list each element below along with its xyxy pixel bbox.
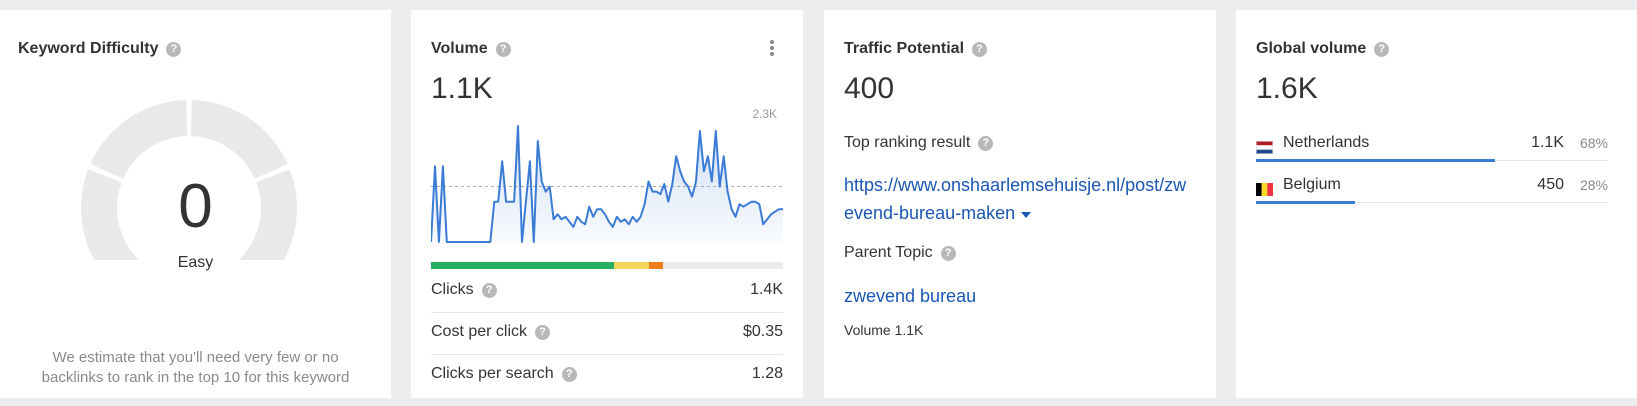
serp-bar-segment-paid bbox=[649, 262, 664, 269]
country-percent: 28% bbox=[1579, 177, 1608, 193]
metric-clicks: Clicks? 1.4K bbox=[431, 268, 783, 312]
divider bbox=[431, 354, 783, 355]
keyword-difficulty-title-text: Keyword Difficulty bbox=[18, 40, 159, 57]
volume-line bbox=[431, 125, 783, 243]
metric-label: Cost per click bbox=[431, 323, 528, 340]
parent-topic-label: Parent Topic ? bbox=[844, 244, 956, 262]
volume-area bbox=[431, 126, 783, 242]
help-icon[interactable]: ? bbox=[166, 41, 182, 57]
metric-clicks-per-search: Clicks per search? 1.28 bbox=[431, 352, 783, 396]
country-name: Netherlands bbox=[1283, 134, 1370, 151]
metric-label: Clicks bbox=[431, 281, 474, 298]
top-ranking-label: Top ranking result ? bbox=[844, 134, 994, 152]
difficulty-description: We estimate that you'll need very few or… bbox=[41, 349, 350, 386]
parent-topic-volume: Volume 1.1K bbox=[844, 322, 924, 338]
help-icon[interactable]: ? bbox=[561, 366, 577, 382]
metric-label: Clicks per search bbox=[431, 365, 554, 382]
parent-topic-label-text: Parent Topic bbox=[844, 244, 933, 261]
gauge-segment bbox=[81, 169, 139, 260]
country-row-netherlands[interactable]: Netherlands 1.1K 68% bbox=[1256, 132, 1608, 176]
global-volume-title: Global volume ? bbox=[1256, 40, 1390, 58]
netherlands-flag-icon bbox=[1256, 141, 1273, 154]
gauge-segment bbox=[90, 100, 188, 179]
metric-value: $0.35 bbox=[742, 323, 783, 340]
top-ranking-result: https://www.onshaarlemsehuisje.nl/post/z… bbox=[844, 172, 1194, 228]
keyword-difficulty-title: Keyword Difficulty ? bbox=[18, 40, 182, 58]
global-volume-value: 1.6K bbox=[1256, 72, 1318, 105]
serp-bar-segment-mixed bbox=[614, 262, 650, 269]
country-share-track bbox=[1256, 202, 1608, 203]
parent-topic-link[interactable]: zwevend bureau bbox=[844, 286, 977, 306]
country-row-belgium[interactable]: Belgium 450 28% bbox=[1256, 174, 1608, 218]
help-icon[interactable]: ? bbox=[978, 135, 994, 151]
gauge-segment bbox=[190, 100, 288, 179]
volume-card: Volume ? 1.1K 2.3K Clicks? 1.4K Cost per… bbox=[411, 10, 803, 398]
volume-value: 1.1K bbox=[431, 72, 493, 105]
serp-features-bar bbox=[431, 262, 783, 269]
volume-title: Volume ? bbox=[431, 40, 511, 58]
gauge-segment bbox=[239, 169, 297, 260]
traffic-potential-card: Traffic Potential ? 400 Top ranking resu… bbox=[824, 10, 1216, 398]
country-percent: 68% bbox=[1579, 135, 1608, 151]
traffic-potential-value: 400 bbox=[844, 72, 895, 105]
difficulty-label: Easy bbox=[177, 254, 214, 271]
country-volume: 450 bbox=[1537, 176, 1564, 193]
difficulty-gauge bbox=[81, 100, 297, 260]
divider bbox=[431, 312, 783, 313]
belgium-flag-icon bbox=[1256, 183, 1273, 196]
global-volume-title-text: Global volume bbox=[1256, 40, 1367, 57]
volume-history-chart bbox=[431, 125, 783, 243]
serp-bar-segment-organic bbox=[431, 262, 615, 269]
keyword-difficulty-card: Keyword Difficulty ? 0 Easy We estimate … bbox=[0, 10, 391, 398]
help-icon[interactable]: ? bbox=[481, 282, 497, 298]
country-name: Belgium bbox=[1283, 176, 1341, 193]
metric-value: 1.4K bbox=[750, 281, 783, 298]
volume-title-text: Volume bbox=[431, 40, 488, 57]
more-options-icon[interactable] bbox=[767, 40, 777, 60]
traffic-potential-title: Traffic Potential ? bbox=[844, 40, 988, 58]
difficulty-score: 0 bbox=[178, 172, 213, 241]
chart-max-label: 2.3K bbox=[752, 107, 777, 121]
metric-cost-per-click: Cost per click? $0.35 bbox=[431, 310, 783, 354]
caret-down-icon[interactable] bbox=[1021, 211, 1032, 218]
metric-value: 1.28 bbox=[751, 365, 783, 382]
help-icon[interactable]: ? bbox=[495, 41, 511, 57]
help-icon[interactable]: ? bbox=[1374, 41, 1390, 57]
help-icon[interactable]: ? bbox=[535, 324, 551, 340]
country-share-bar bbox=[1256, 201, 1355, 204]
traffic-potential-title-text: Traffic Potential bbox=[844, 40, 965, 57]
help-icon[interactable]: ? bbox=[940, 245, 956, 261]
country-share-bar bbox=[1256, 159, 1496, 162]
top-ranking-url-link[interactable]: https://www.onshaarlemsehuisje.nl/post/z… bbox=[844, 175, 1187, 223]
help-icon[interactable]: ? bbox=[972, 41, 988, 57]
country-volume: 1.1K bbox=[1531, 134, 1564, 151]
top-ranking-label-text: Top ranking result bbox=[844, 134, 971, 151]
global-volume-card: Global volume ? 1.6K Netherlands 1.1K 68… bbox=[1236, 10, 1637, 398]
